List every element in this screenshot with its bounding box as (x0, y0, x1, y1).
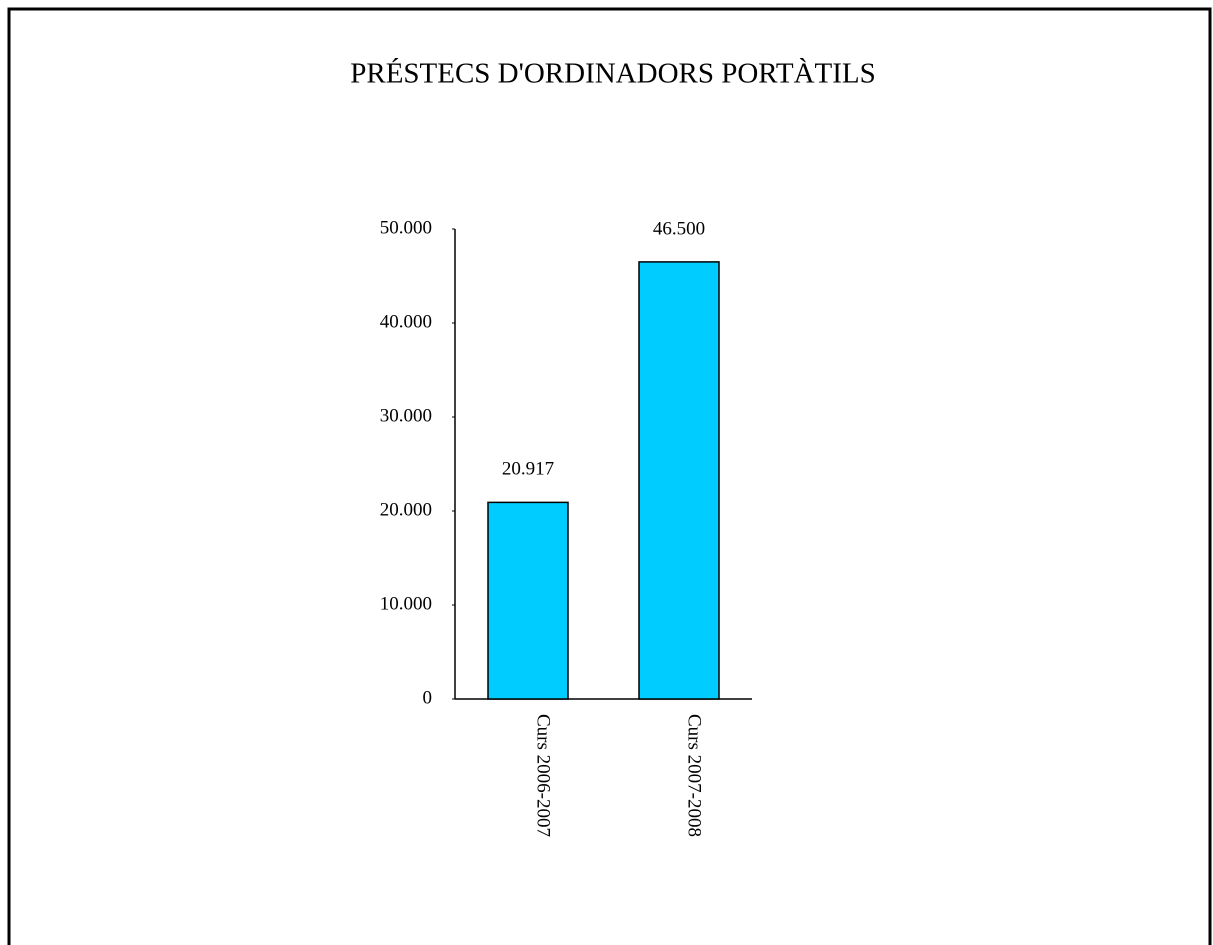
chart-title: PRÉSTECS D'ORDINADORS PORTÀTILS (350, 57, 876, 90)
y-tick-label: 30.000 (380, 405, 432, 426)
y-tick-label: 0 (423, 687, 433, 708)
y-tick-label: 20.000 (380, 499, 432, 520)
y-tick-label: 10.000 (380, 593, 432, 614)
value-label: 20.917 (502, 459, 554, 480)
y-tick-label: 40.000 (380, 311, 432, 332)
bar (487, 501, 569, 700)
frame (7, 7, 1212, 945)
value-label: 46.500 (653, 218, 705, 239)
y-tick-label: 50.000 (380, 217, 432, 238)
x-tick-label: Curs 2007-2008 (684, 714, 705, 837)
x-tick-label: Curs 2006-2007 (533, 714, 554, 837)
bar (638, 261, 720, 700)
